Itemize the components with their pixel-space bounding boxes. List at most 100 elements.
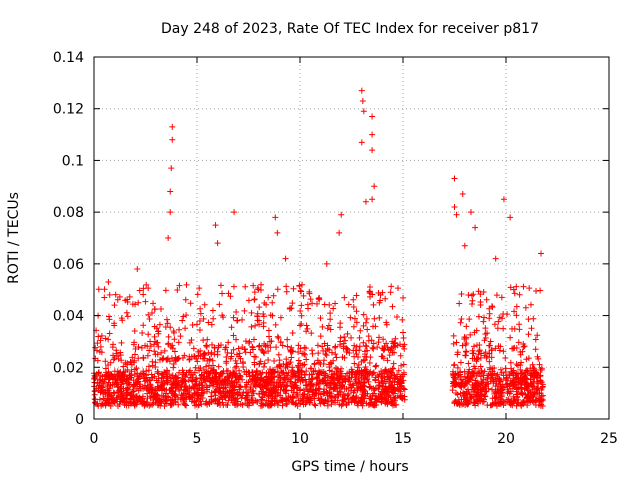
data-point	[515, 339, 522, 346]
data-point	[196, 326, 203, 333]
data-point	[304, 395, 311, 402]
data-point	[351, 315, 358, 322]
data-point	[316, 296, 323, 303]
data-point	[498, 294, 505, 301]
data-point	[378, 378, 385, 385]
data-point	[285, 376, 292, 383]
data-point	[376, 334, 383, 341]
data-point	[106, 399, 113, 406]
data-point	[120, 369, 127, 376]
data-point	[227, 293, 234, 300]
y-tick-label: 0	[75, 412, 84, 428]
data-point	[197, 396, 204, 403]
data-point	[481, 314, 488, 321]
data-point	[461, 390, 468, 397]
data-point	[176, 326, 183, 333]
data-point	[398, 362, 405, 369]
data-point	[330, 386, 337, 393]
data-point	[302, 345, 309, 352]
data-point	[118, 339, 125, 346]
data-point-peak	[451, 175, 458, 182]
data-point	[144, 352, 151, 359]
data-point	[267, 312, 274, 319]
data-point	[454, 400, 461, 407]
data-point-peak	[451, 203, 458, 210]
data-point	[224, 349, 231, 356]
data-point	[196, 385, 203, 392]
data-point	[456, 300, 463, 307]
data-point	[260, 363, 267, 370]
data-point	[167, 402, 174, 409]
data-point	[223, 368, 230, 375]
data-point	[243, 371, 250, 378]
data-point	[315, 385, 322, 392]
data-point	[462, 381, 469, 388]
data-point	[400, 361, 407, 368]
data-point	[117, 384, 124, 391]
data-points	[91, 87, 546, 410]
data-point	[475, 313, 482, 320]
data-point	[471, 400, 478, 407]
data-point	[337, 389, 344, 396]
data-point	[270, 380, 277, 387]
data-point	[118, 381, 125, 388]
data-point	[307, 382, 314, 389]
data-point	[298, 312, 305, 319]
data-point	[209, 357, 216, 364]
data-point	[467, 331, 474, 338]
data-point	[385, 346, 392, 353]
data-point-peak	[358, 87, 365, 94]
data-point	[192, 402, 199, 409]
data-point	[486, 358, 493, 365]
data-point-peak	[282, 255, 289, 262]
data-point	[214, 348, 221, 355]
data-point	[457, 359, 464, 366]
data-point	[190, 385, 197, 392]
data-point	[179, 355, 186, 362]
data-point	[387, 289, 394, 296]
data-point	[170, 385, 177, 392]
data-point	[140, 322, 147, 329]
data-point	[241, 346, 248, 353]
data-point	[450, 374, 457, 381]
data-point	[117, 352, 124, 359]
data-point	[355, 361, 362, 368]
data-point	[355, 375, 362, 382]
data-point	[523, 385, 530, 392]
data-point	[276, 372, 283, 379]
data-point	[517, 366, 524, 373]
data-point	[96, 348, 103, 355]
data-point	[312, 390, 319, 397]
data-point	[491, 321, 498, 328]
data-point-peak	[323, 260, 330, 267]
data-point	[524, 367, 531, 374]
data-point	[234, 390, 241, 397]
data-point	[289, 300, 296, 307]
data-point	[372, 363, 379, 370]
data-point	[395, 378, 402, 385]
data-point	[381, 394, 388, 401]
data-point	[206, 356, 213, 363]
data-point-peak	[500, 196, 507, 203]
data-point	[341, 395, 348, 402]
data-point	[277, 397, 284, 404]
data-point	[521, 343, 528, 350]
data-point	[473, 380, 480, 387]
data-point	[295, 349, 302, 356]
data-point	[364, 376, 371, 383]
data-point	[367, 354, 374, 361]
data-point	[273, 344, 280, 351]
data-point	[532, 402, 539, 409]
data-point	[362, 319, 369, 326]
data-point	[317, 315, 324, 322]
data-point	[216, 301, 223, 308]
data-point	[482, 393, 489, 400]
data-point	[257, 376, 264, 383]
data-point	[131, 371, 138, 378]
data-point	[517, 374, 524, 381]
data-point	[315, 368, 322, 375]
data-point	[375, 373, 382, 380]
data-point-peak	[338, 211, 345, 218]
data-point	[133, 394, 140, 401]
data-point	[199, 382, 206, 389]
